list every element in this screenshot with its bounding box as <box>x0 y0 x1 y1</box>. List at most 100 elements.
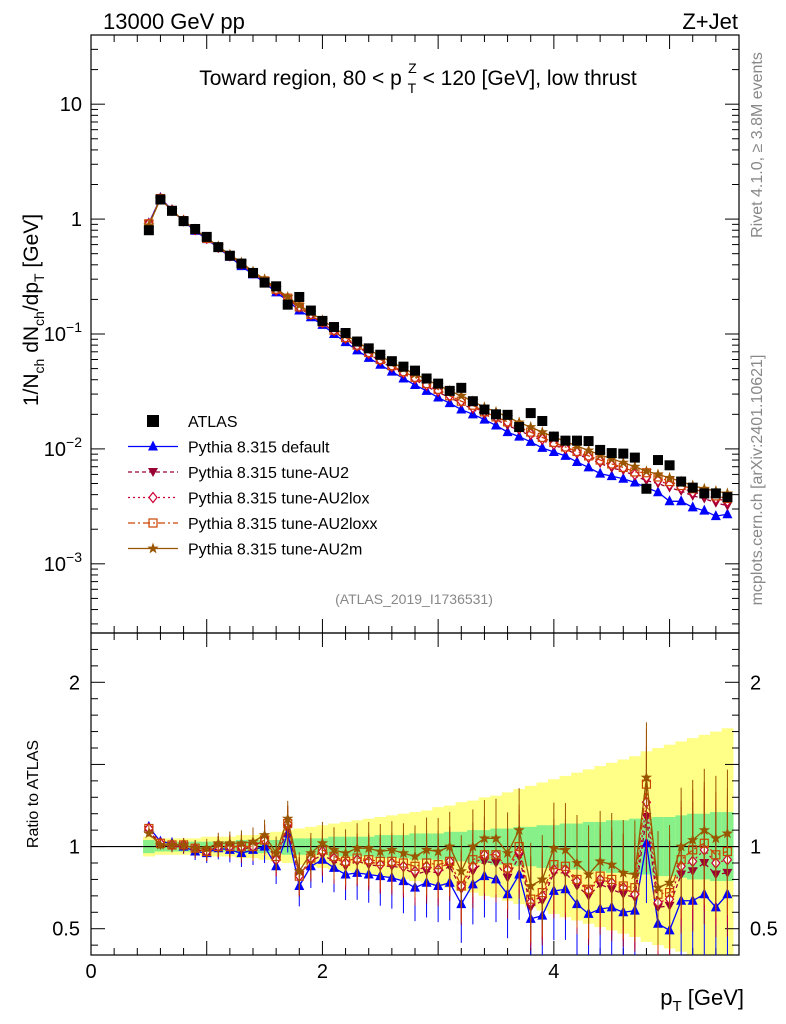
y-tick-exp: −2 <box>66 434 82 450</box>
xlabel-sub: T <box>672 998 681 1015</box>
atlas-data-point <box>548 431 559 442</box>
atlas-data-point <box>143 225 154 236</box>
ratio-point-au2m <box>305 847 317 858</box>
point-au2m <box>536 426 548 437</box>
point-default <box>548 445 559 456</box>
ratio-point-au2m <box>270 847 282 858</box>
ratio-point-au2m <box>629 868 641 880</box>
ratio-point-au2m <box>316 837 329 849</box>
ylabel-part: 1/N <box>20 373 43 406</box>
ylabel-part: ch <box>31 359 47 374</box>
y-tick-exp: −3 <box>66 549 82 565</box>
ratio-point-au2m <box>351 842 363 854</box>
ratio-point-au2m <box>478 832 491 844</box>
ratio-point-au2m <box>420 843 433 855</box>
y-tick-label: 10−3 <box>44 549 82 576</box>
ylabel-part: dN <box>20 326 43 359</box>
point-default <box>699 504 710 515</box>
point-default <box>710 510 721 521</box>
atlas-data-point <box>560 435 571 446</box>
atlas-data-point <box>676 476 687 487</box>
ratio-point-au2m <box>687 834 699 845</box>
point-au2m <box>640 465 653 476</box>
ratio-point-au2m <box>409 850 421 862</box>
point-default <box>676 495 687 506</box>
ratio-point-au2m <box>224 837 236 849</box>
atlas-data-point <box>664 460 675 471</box>
ratio-point-au2m <box>721 827 734 839</box>
point-default <box>456 403 467 414</box>
atlas-data-point <box>433 378 444 389</box>
atlas-data-point <box>606 448 617 459</box>
ylabel-part: [GeV] <box>20 214 43 274</box>
legend-label: Pythia 8.315 tune-AU2loxx <box>188 516 377 533</box>
point-default <box>722 508 733 519</box>
ylabel-part: /dp <box>20 282 43 311</box>
point-au2m <box>663 471 676 483</box>
atlas-data-point <box>491 409 501 420</box>
ylabel-part: ch <box>31 311 47 326</box>
atlas-data-point <box>467 396 478 407</box>
point-au2m <box>629 460 641 472</box>
point-default <box>653 486 663 497</box>
ratio-point-au2m <box>201 842 213 854</box>
atlas-data-point <box>248 267 258 278</box>
point-au2m <box>698 482 710 494</box>
atlas-data-point <box>687 482 698 493</box>
y-tick-base: 10 <box>44 439 66 461</box>
x-tick-label: 2 <box>317 961 328 983</box>
point-au2m <box>606 452 618 464</box>
ratio-point-au2m <box>247 835 259 847</box>
ratio-point-au2m <box>536 873 548 885</box>
ratio-point-au2m <box>212 837 224 849</box>
point-au2m <box>143 219 155 231</box>
point-default <box>687 501 698 512</box>
ratio-point-au2m <box>652 881 664 893</box>
ratio-y-tick-label: 1 <box>69 837 80 859</box>
atlas-data-point <box>572 435 582 446</box>
y-tick-base: 10 <box>44 554 66 576</box>
header-right: Z+Jet <box>682 9 738 34</box>
point-au2m <box>582 444 595 456</box>
atlas-data-point <box>502 409 513 420</box>
ratio-point-au2m <box>363 842 375 854</box>
atlas-data-point <box>282 299 293 310</box>
atlas-data-point <box>167 205 177 216</box>
point-au2m <box>293 299 305 311</box>
ratio-y-tick-label: 0.5 <box>52 919 80 941</box>
y-tick-label: 10−1 <box>44 319 82 346</box>
atlas-data-point <box>375 349 386 360</box>
ratio-point-au2m <box>374 845 386 857</box>
y-tick-label: 10 <box>60 94 82 116</box>
legend-label: Pythia 8.315 tune-AU2lox <box>188 491 369 508</box>
point-au2m <box>617 456 629 468</box>
atlas-data-point <box>398 361 409 372</box>
plot-title-text: Toward region, 80 < p <box>199 67 402 90</box>
point-default <box>502 426 513 437</box>
ratio-point-au2m <box>606 858 618 870</box>
ratio-point-au2m <box>143 827 155 839</box>
point-default <box>572 455 582 466</box>
atlas-data-point <box>224 250 235 261</box>
atlas-data-point <box>317 315 328 326</box>
title-superscript: Z <box>408 60 417 76</box>
y-tick-label: 1 <box>71 209 82 231</box>
ratio-y-tick-label: 2 <box>69 672 80 694</box>
point-default <box>664 495 675 506</box>
atlas-data-point <box>583 436 594 447</box>
title-subscript: T <box>408 80 417 96</box>
legend-marker-au2loxx <box>148 518 158 528</box>
header-left: 13000 GeV pp <box>103 9 245 34</box>
ratio-point-au2m <box>617 866 629 878</box>
legend-label: Pythia 8.315 tune-AU2m <box>188 542 362 559</box>
ratio-point-au2m <box>525 880 537 891</box>
ratio-point-au2m <box>594 855 606 867</box>
main-ylabel: 1/Nch dNch/dpT [GeV] <box>20 214 47 406</box>
point-au2m <box>513 416 525 428</box>
legend-marker-atlas <box>147 415 159 427</box>
ratio-point-au2m <box>293 865 305 877</box>
point-default <box>629 476 640 487</box>
atlas-data-point <box>305 305 316 316</box>
atlas-data-point <box>537 415 548 426</box>
ratio-point-au2m <box>582 868 595 880</box>
